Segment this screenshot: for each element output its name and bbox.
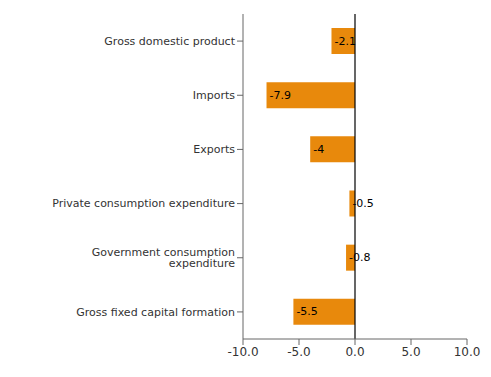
svg-text:-5.5: -5.5: [296, 305, 317, 318]
svg-text:Gross domestic product: Gross domestic product: [104, 35, 235, 48]
svg-text:-4: -4: [313, 143, 324, 156]
svg-text:Exports: Exports: [193, 143, 235, 156]
svg-text:Private consumption expenditur: Private consumption expenditure: [52, 197, 235, 210]
svg-text:-7.9: -7.9: [270, 89, 291, 102]
svg-text:0.0: 0.0: [345, 345, 364, 359]
svg-text:-0.5: -0.5: [352, 197, 373, 210]
svg-text:Gross fixed capital formation: Gross fixed capital formation: [76, 306, 235, 319]
svg-text:10.0: 10.0: [454, 345, 481, 359]
svg-text:-5.0: -5.0: [287, 345, 310, 359]
svg-text:5.0: 5.0: [401, 345, 420, 359]
svg-text:Government consumptionexpendit: Government consumptionexpenditure: [92, 246, 236, 270]
svg-text:-10.0: -10.0: [227, 345, 258, 359]
svg-text:-0.8: -0.8: [349, 251, 370, 264]
svg-text:Imports: Imports: [193, 89, 236, 102]
svg-text:-2.1: -2.1: [334, 35, 355, 48]
